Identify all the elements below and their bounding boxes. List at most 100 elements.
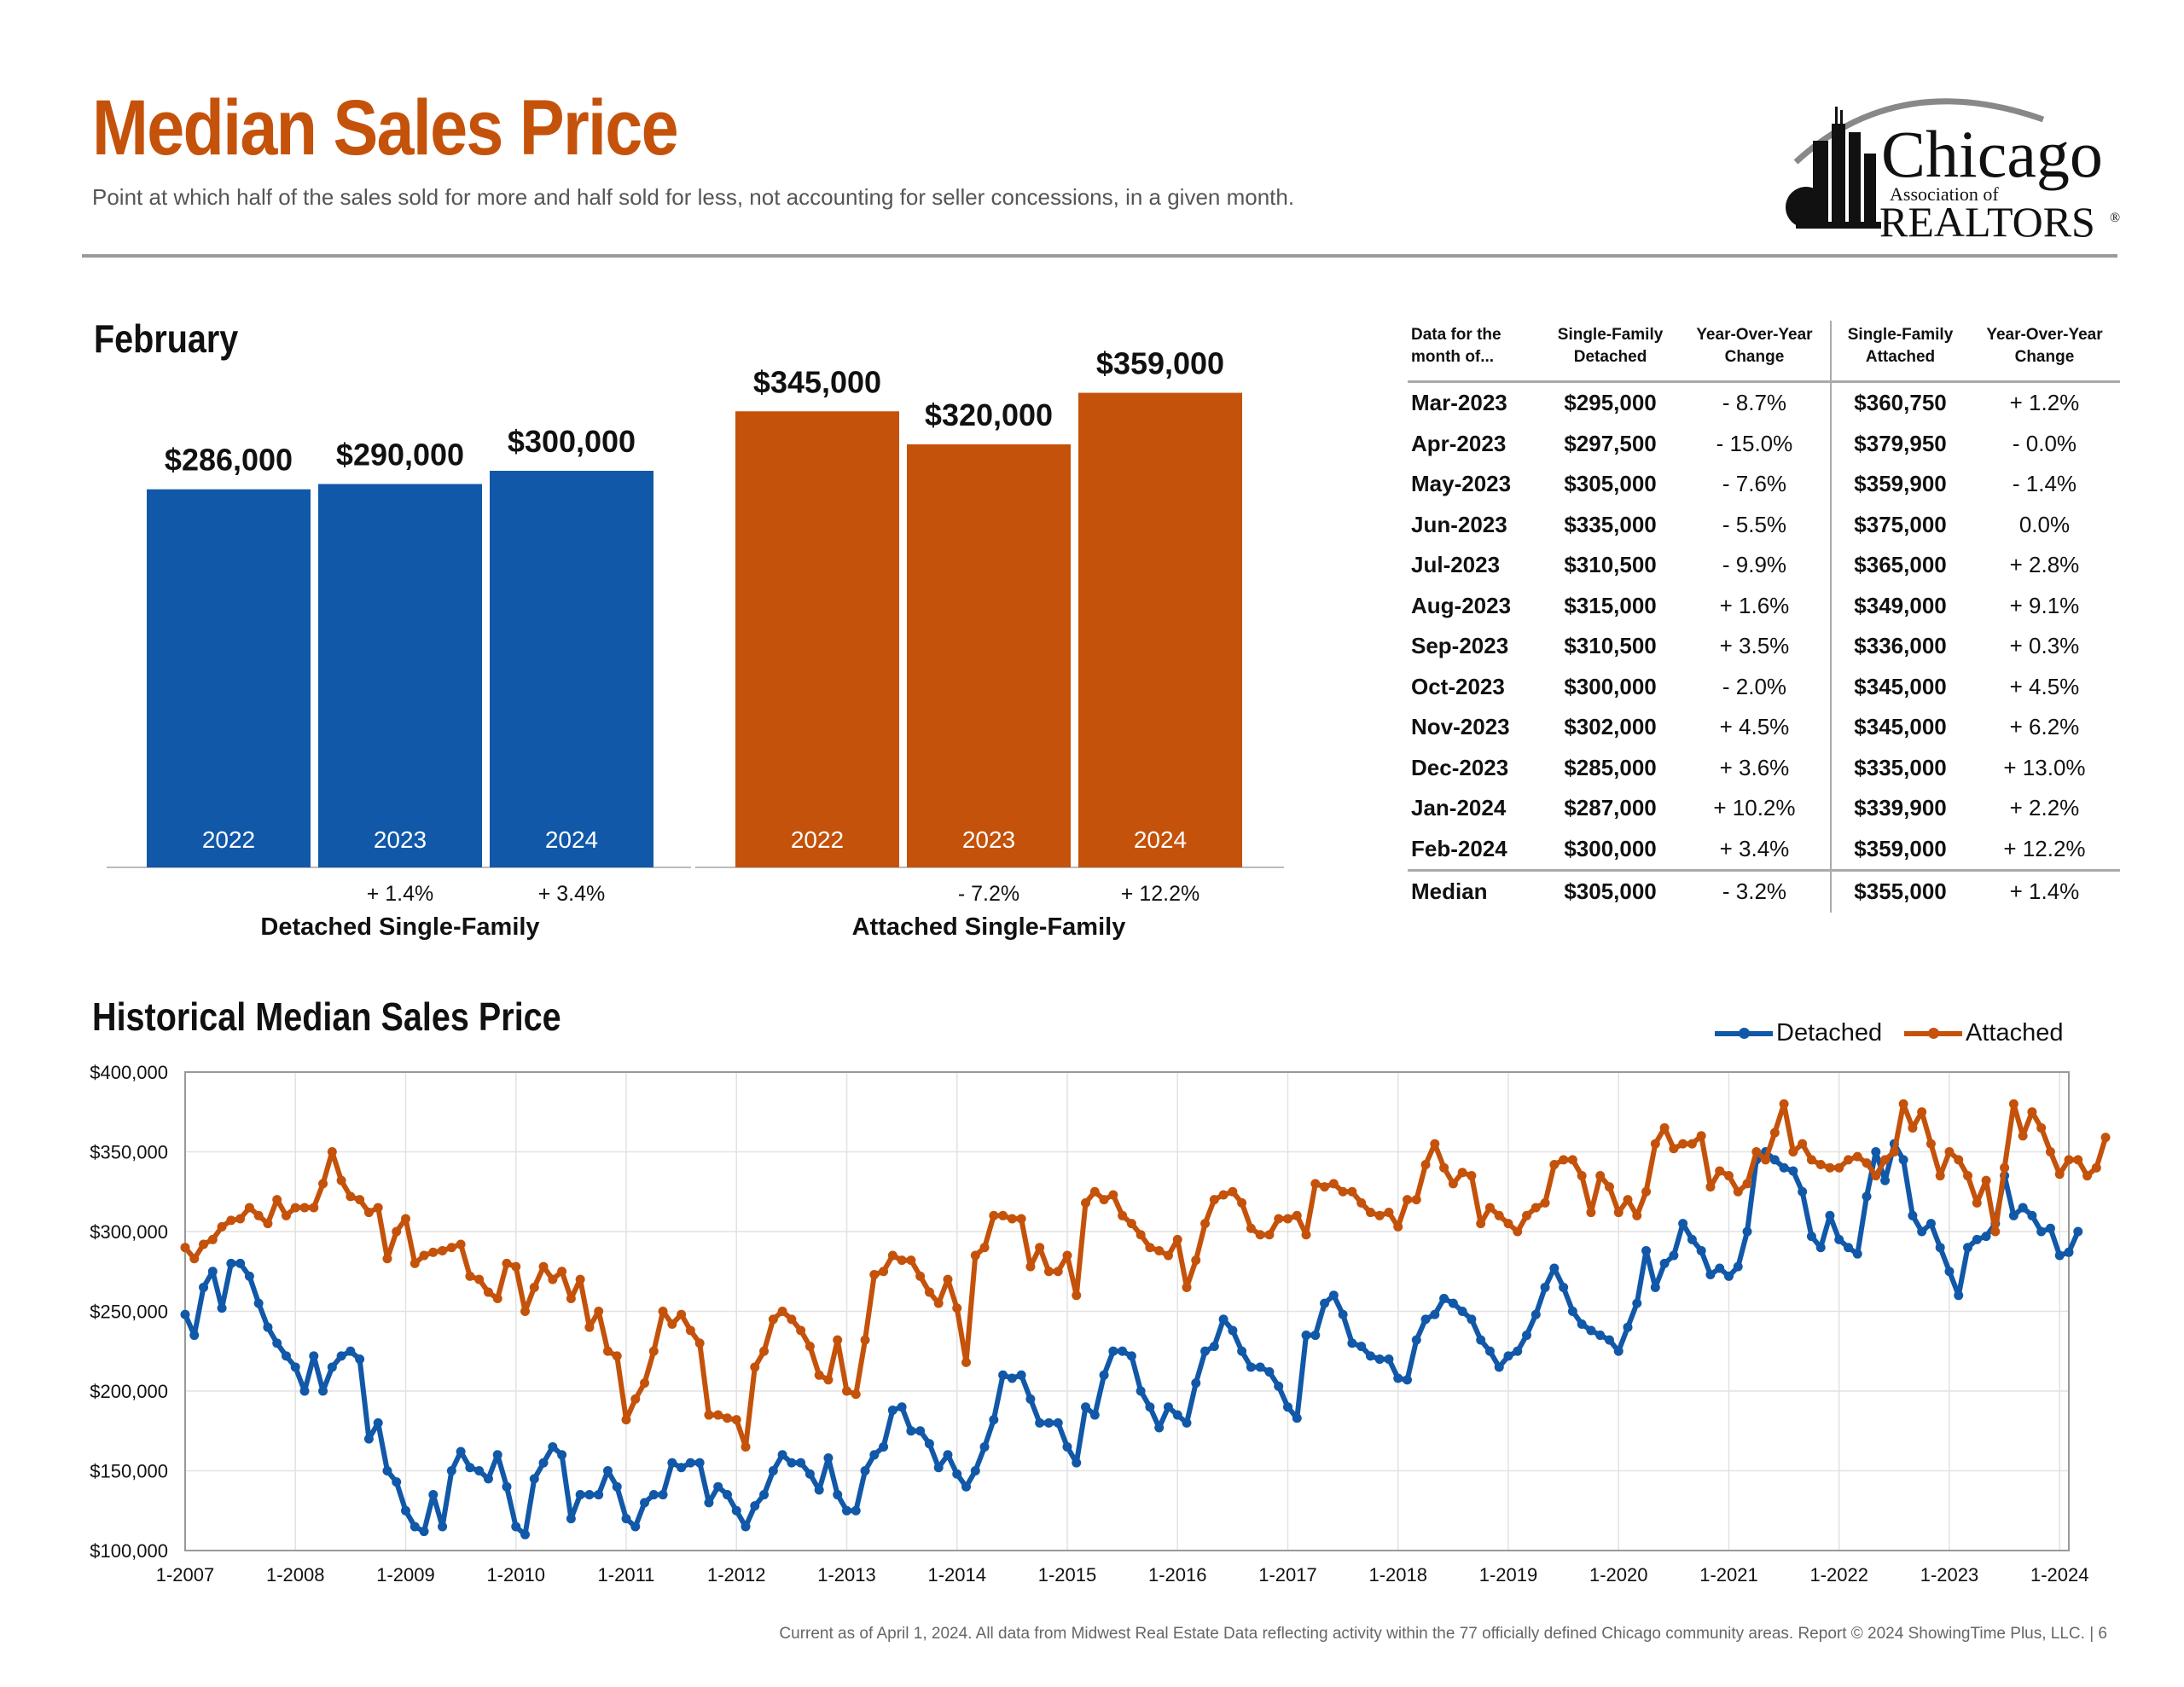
x-tick-label: 1-2015 — [1038, 1564, 1097, 1586]
data-point — [1852, 1151, 1862, 1162]
detached-change-cell: - 15.0% — [1678, 423, 1833, 464]
detached-price-cell: $335,000 — [1564, 511, 1657, 537]
data-point — [1788, 1166, 1798, 1176]
skyline-icon — [1786, 107, 1881, 229]
detached-change-cell: + 3.5% — [1678, 626, 1833, 667]
table-row: Jul-2023 $310,500 - 9.9% $365,000 + 2.8% — [1408, 545, 2120, 586]
data-point — [979, 1243, 990, 1253]
attached-price-cell: $336,000 — [1854, 633, 1947, 659]
bar-change-label: - 7.2% — [958, 882, 1019, 906]
data-point — [281, 1210, 291, 1220]
x-tick-label: 1-2022 — [1809, 1564, 1868, 1586]
table-row: Apr-2023 $297,500 - 15.0% $379,950 - 0.0% — [1408, 423, 2120, 464]
data-point — [961, 1357, 972, 1367]
table-header-detached: Single-Family Detached — [1557, 326, 1664, 366]
detached-change-cell: - 9.9% — [1678, 545, 1833, 586]
data-point — [1374, 1354, 1385, 1365]
data-point — [640, 1498, 650, 1508]
y-tick-label: $350,000 — [90, 1142, 168, 1163]
attached-change-cell: + 4.5% — [2009, 673, 2080, 699]
data-point — [538, 1458, 549, 1468]
data-point — [1852, 1249, 1862, 1259]
data-point — [2045, 1223, 2055, 1233]
february-bar-chart: $286,000 2022 $290,000 2023 + 1.4% $300,000 20… — [107, 346, 1284, 941]
data-point — [1862, 1191, 1872, 1202]
data-point — [2027, 1210, 2037, 1220]
data-point — [392, 1477, 402, 1487]
attached-change-cell: 0.0% — [2018, 511, 2071, 537]
data-point — [492, 1450, 502, 1460]
data-point — [584, 1490, 595, 1500]
data-point — [207, 1234, 218, 1244]
y-tick-label: $250,000 — [90, 1301, 168, 1323]
data-point — [1255, 1230, 1265, 1240]
data-point — [281, 1351, 291, 1361]
data-point — [1705, 1182, 1716, 1192]
data-point — [961, 1481, 972, 1492]
x-tick-label: 1-2017 — [1258, 1564, 1317, 1586]
data-point — [1761, 1155, 1771, 1165]
data-point — [1723, 1171, 1734, 1181]
data-point — [1715, 1263, 1725, 1273]
data-point — [989, 1210, 999, 1220]
data-point — [1769, 1155, 1780, 1165]
bar-group-label: Detached Single-Family — [260, 913, 539, 941]
data-point — [887, 1405, 897, 1415]
data-point — [1347, 1338, 1357, 1348]
data-point — [2054, 1250, 2065, 1261]
legend-label-detached: Detached — [1776, 1019, 1883, 1046]
y-tick-label: $400,000 — [90, 1062, 168, 1083]
data-point — [1255, 1362, 1265, 1372]
attached-price-cell: $360,750 — [1854, 390, 1947, 416]
data-point — [1347, 1186, 1357, 1197]
legend-item-attached: Attached — [1904, 1019, 2063, 1047]
data-point — [1467, 1171, 1477, 1181]
data-point — [906, 1426, 916, 1436]
data-point — [906, 1255, 916, 1266]
median-cell: - 3.2% — [1678, 870, 1833, 913]
data-point — [1604, 1335, 1614, 1345]
data-point — [1393, 1373, 1403, 1383]
data-point — [1990, 1226, 2001, 1237]
table-header-detached-change: Year-Over-Year Change — [1678, 321, 1833, 382]
data-point — [1898, 1099, 1908, 1109]
data-point — [1182, 1282, 1192, 1292]
data-point — [998, 1370, 1008, 1380]
detached-change-cell: + 1.6% — [1678, 585, 1833, 626]
data-point — [1806, 1232, 1816, 1242]
data-point — [1944, 1147, 1955, 1157]
data-point — [446, 1466, 456, 1475]
data-point — [1871, 1147, 1881, 1157]
data-point — [1420, 1159, 1431, 1169]
data-point — [768, 1314, 778, 1325]
monthly-data-table: Data for the month of... Single-Family Det… — [1408, 321, 2120, 913]
data-point — [1632, 1210, 1642, 1220]
x-tick-label: 1-2012 — [707, 1564, 766, 1586]
data-point — [915, 1426, 926, 1436]
data-point — [1540, 1282, 1550, 1292]
data-point — [1228, 1186, 1238, 1197]
x-tick-label: 1-2011 — [598, 1564, 655, 1586]
median-cell: $305,000 — [1564, 878, 1657, 905]
data-point — [1669, 1250, 1679, 1261]
data-point — [1043, 1267, 1054, 1277]
data-point — [1457, 1168, 1467, 1178]
data-point — [1118, 1346, 1128, 1356]
data-point — [879, 1441, 889, 1452]
data-point — [1586, 1208, 1596, 1218]
y-tick-label: $200,000 — [90, 1381, 168, 1402]
data-point — [1356, 1342, 1367, 1352]
data-point — [483, 1474, 493, 1484]
bar-category-label: 2024 — [1134, 826, 1187, 853]
data-point — [355, 1354, 365, 1365]
attached-change-cell: + 6.2% — [2009, 714, 2080, 740]
table-row: Sep-2023 $310,500 + 3.5% $336,000 + 0.3% — [1408, 626, 2120, 667]
data-point — [1687, 1234, 1697, 1244]
data-point — [667, 1458, 677, 1468]
detached-price-cell: $310,500 — [1564, 633, 1657, 659]
data-point — [704, 1410, 714, 1420]
data-point — [1779, 1162, 1789, 1173]
data-point — [1016, 1214, 1026, 1224]
data-point — [1282, 1402, 1292, 1412]
data-point — [566, 1514, 576, 1524]
